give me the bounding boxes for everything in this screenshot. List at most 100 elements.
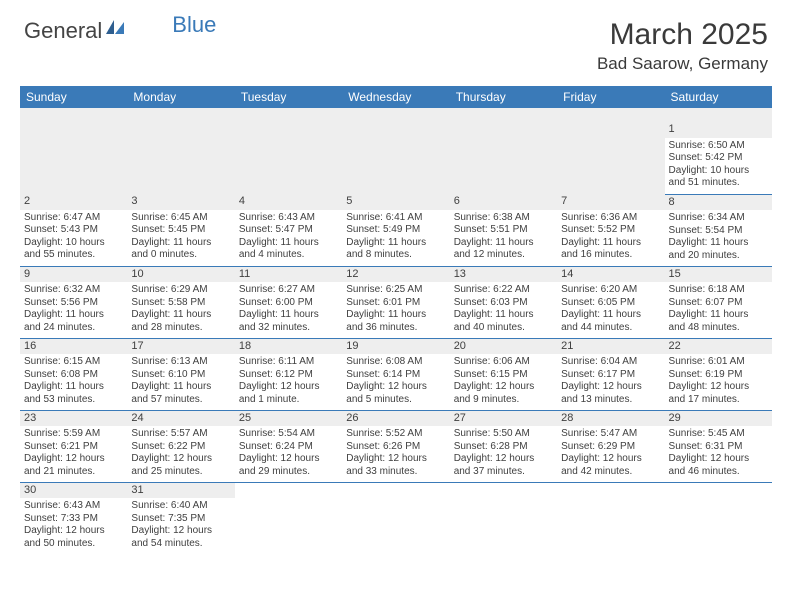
calendar-day-cell: 25Sunrise: 5:54 AMSunset: 6:24 PMDayligh… — [235, 410, 342, 482]
daylight-text: and 12 minutes. — [454, 249, 553, 262]
calendar-week-row: 23Sunrise: 5:59 AMSunset: 6:21 PMDayligh… — [20, 410, 772, 482]
sunset-text: Sunset: 6:14 PM — [346, 369, 445, 382]
sunset-text: Sunset: 6:21 PM — [24, 441, 123, 454]
weekday-header: Sunday — [20, 86, 127, 108]
sunset-text: Sunset: 6:28 PM — [454, 441, 553, 454]
calendar-day-cell: 11Sunrise: 6:27 AMSunset: 6:00 PMDayligh… — [235, 266, 342, 338]
day-number: 6 — [450, 194, 557, 210]
daylight-text: and 46 minutes. — [669, 466, 768, 479]
weekday-header-row: Sunday Monday Tuesday Wednesday Thursday… — [20, 86, 772, 108]
sunrise-text: Sunrise: 6:20 AM — [561, 284, 660, 297]
calendar-day-cell: 1Sunrise: 6:50 AMSunset: 5:42 PMDaylight… — [665, 122, 772, 194]
spacer-row — [20, 108, 772, 122]
calendar-day-cell — [235, 482, 342, 554]
daylight-text: Daylight: 12 hours — [561, 381, 660, 394]
sunrise-text: Sunrise: 5:45 AM — [669, 428, 768, 441]
daylight-text: Daylight: 12 hours — [669, 381, 768, 394]
daylight-text: Daylight: 11 hours — [561, 309, 660, 322]
calendar-week-row: 2Sunrise: 6:47 AMSunset: 5:43 PMDaylight… — [20, 194, 772, 266]
daylight-text: Daylight: 12 hours — [24, 453, 123, 466]
daylight-text: and 36 minutes. — [346, 322, 445, 335]
calendar-day-cell: 18Sunrise: 6:11 AMSunset: 6:12 PMDayligh… — [235, 338, 342, 410]
calendar-day-cell: 14Sunrise: 6:20 AMSunset: 6:05 PMDayligh… — [557, 266, 664, 338]
day-number: 1 — [665, 122, 772, 138]
calendar-day-cell: 12Sunrise: 6:25 AMSunset: 6:01 PMDayligh… — [342, 266, 449, 338]
day-number: 10 — [127, 267, 234, 283]
daylight-text: Daylight: 11 hours — [346, 309, 445, 322]
daylight-text: Daylight: 11 hours — [454, 309, 553, 322]
calendar-day-cell: 16Sunrise: 6:15 AMSunset: 6:08 PMDayligh… — [20, 338, 127, 410]
calendar-day-cell: 27Sunrise: 5:50 AMSunset: 6:28 PMDayligh… — [450, 410, 557, 482]
sunrise-text: Sunrise: 6:18 AM — [669, 284, 768, 297]
calendar-day-cell — [235, 122, 342, 194]
daylight-text: and 48 minutes. — [669, 322, 768, 335]
weekday-header: Thursday — [450, 86, 557, 108]
daylight-text: and 42 minutes. — [561, 466, 660, 479]
day-number: 21 — [557, 339, 664, 355]
sunrise-text: Sunrise: 6:47 AM — [24, 212, 123, 225]
day-number: 20 — [450, 339, 557, 355]
sunset-text: Sunset: 5:58 PM — [131, 297, 230, 310]
daylight-text: and 53 minutes. — [24, 394, 123, 407]
daylight-text: and 13 minutes. — [561, 394, 660, 407]
day-number: 17 — [127, 339, 234, 355]
sunset-text: Sunset: 6:12 PM — [239, 369, 338, 382]
sunset-text: Sunset: 7:33 PM — [24, 513, 123, 526]
calendar-week-row: 9Sunrise: 6:32 AMSunset: 5:56 PMDaylight… — [20, 266, 772, 338]
day-number: 14 — [557, 267, 664, 283]
calendar-week-row: 30Sunrise: 6:43 AMSunset: 7:33 PMDayligh… — [20, 482, 772, 554]
weekday-header: Friday — [557, 86, 664, 108]
day-number: 31 — [127, 483, 234, 499]
calendar-day-cell: 19Sunrise: 6:08 AMSunset: 6:14 PMDayligh… — [342, 338, 449, 410]
daylight-text: and 44 minutes. — [561, 322, 660, 335]
sunset-text: Sunset: 6:05 PM — [561, 297, 660, 310]
daylight-text: and 29 minutes. — [239, 466, 338, 479]
day-number: 13 — [450, 267, 557, 283]
daylight-text: and 21 minutes. — [24, 466, 123, 479]
sunrise-text: Sunrise: 6:08 AM — [346, 356, 445, 369]
sunset-text: Sunset: 6:19 PM — [669, 369, 768, 382]
sunrise-text: Sunrise: 5:57 AM — [131, 428, 230, 441]
sunrise-text: Sunrise: 6:11 AM — [239, 356, 338, 369]
sunrise-text: Sunrise: 5:54 AM — [239, 428, 338, 441]
calendar-day-cell: 7Sunrise: 6:36 AMSunset: 5:52 PMDaylight… — [557, 194, 664, 266]
day-number: 8 — [665, 195, 772, 211]
daylight-text: Daylight: 11 hours — [131, 237, 230, 250]
day-number: 11 — [235, 267, 342, 283]
calendar-day-cell: 8Sunrise: 6:34 AMSunset: 5:54 PMDaylight… — [665, 194, 772, 266]
sunset-text: Sunset: 5:45 PM — [131, 224, 230, 237]
logo-text-2: Blue — [172, 12, 216, 38]
daylight-text: Daylight: 11 hours — [561, 237, 660, 250]
daylight-text: Daylight: 11 hours — [346, 237, 445, 250]
daylight-text: and 57 minutes. — [131, 394, 230, 407]
calendar-day-cell — [342, 482, 449, 554]
daylight-text: Daylight: 12 hours — [454, 381, 553, 394]
sunrise-text: Sunrise: 6:43 AM — [24, 500, 123, 513]
calendar-day-cell: 17Sunrise: 6:13 AMSunset: 6:10 PMDayligh… — [127, 338, 234, 410]
logo: General Blue — [24, 18, 216, 44]
daylight-text: and 37 minutes. — [454, 466, 553, 479]
sunrise-text: Sunrise: 6:01 AM — [669, 356, 768, 369]
sunrise-text: Sunrise: 6:38 AM — [454, 212, 553, 225]
day-number: 27 — [450, 411, 557, 427]
calendar-day-cell — [450, 482, 557, 554]
calendar-day-cell: 6Sunrise: 6:38 AMSunset: 5:51 PMDaylight… — [450, 194, 557, 266]
sunrise-text: Sunrise: 6:43 AM — [239, 212, 338, 225]
daylight-text: Daylight: 12 hours — [669, 453, 768, 466]
daylight-text: Daylight: 12 hours — [24, 525, 123, 538]
sunrise-text: Sunrise: 6:36 AM — [561, 212, 660, 225]
calendar-day-cell: 26Sunrise: 5:52 AMSunset: 6:26 PMDayligh… — [342, 410, 449, 482]
daylight-text: Daylight: 10 hours — [669, 165, 768, 178]
calendar-week-row: 16Sunrise: 6:15 AMSunset: 6:08 PMDayligh… — [20, 338, 772, 410]
sunset-text: Sunset: 5:47 PM — [239, 224, 338, 237]
daylight-text: Daylight: 11 hours — [24, 309, 123, 322]
sunrise-text: Sunrise: 5:59 AM — [24, 428, 123, 441]
daylight-text: Daylight: 11 hours — [669, 237, 768, 250]
sunset-text: Sunset: 6:08 PM — [24, 369, 123, 382]
sunrise-text: Sunrise: 5:52 AM — [346, 428, 445, 441]
daylight-text: and 4 minutes. — [239, 249, 338, 262]
sunrise-text: Sunrise: 6:25 AM — [346, 284, 445, 297]
day-number: 19 — [342, 339, 449, 355]
daylight-text: and 33 minutes. — [346, 466, 445, 479]
header: General Blue March 2025 Bad Saarow, Germ… — [0, 0, 792, 82]
